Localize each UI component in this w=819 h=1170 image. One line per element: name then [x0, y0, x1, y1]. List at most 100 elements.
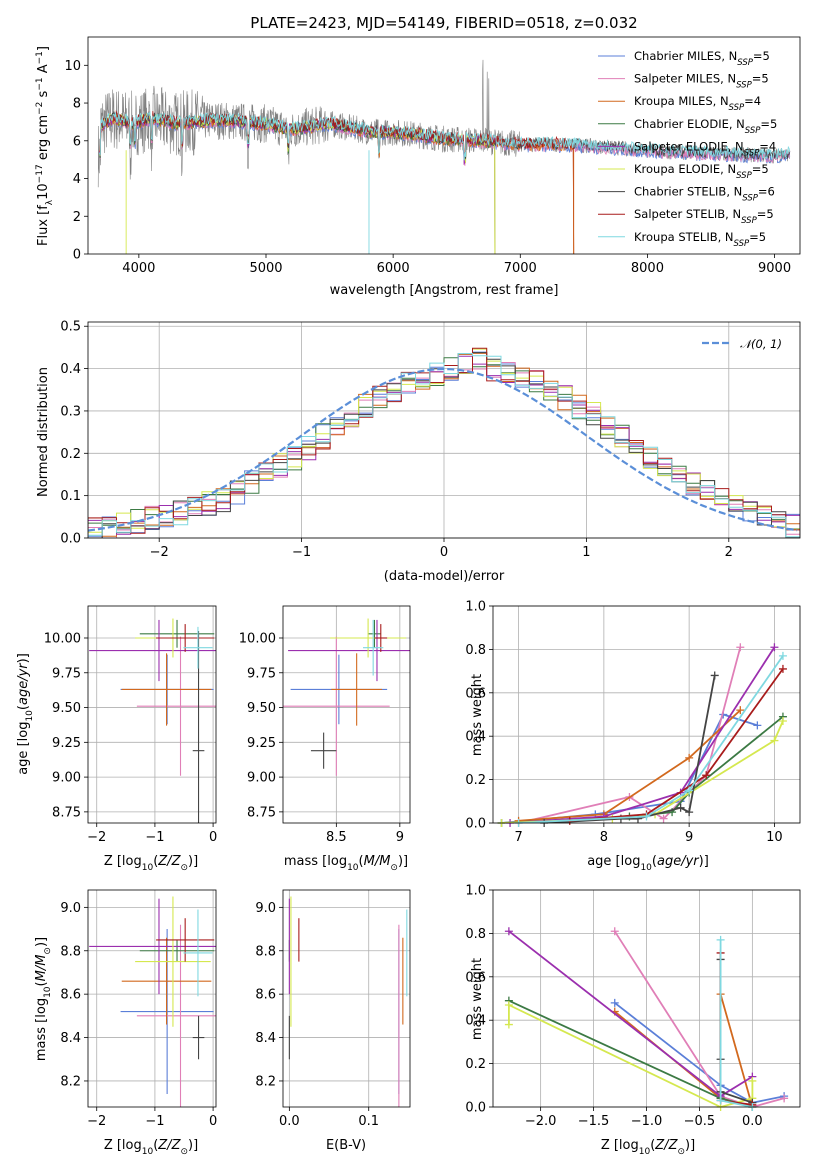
residual-x-tick-label: 1 [582, 545, 590, 560]
residual-x-tick-label: 2 [725, 545, 733, 560]
age-vs-mass-errorbar [288, 619, 410, 682]
mass-vs-metallicity-y-tick-label: 8.6 [60, 988, 81, 1003]
mass-weight-vs-age-point-marker [702, 771, 711, 780]
mass-vs-ebv-plot-area: 0.0 0.1 8.2 8.4 8.6 8.8 9.0 [255, 889, 411, 1129]
mass-weight-vs-metallicity-series-line [719, 952, 753, 1106]
mass-vs-ebv-y-tick-label: 8.4 [255, 1031, 276, 1046]
age-vs-metallicity-x-tick-label: −1 [145, 830, 164, 845]
mass-weight-vs-metallicity-y-tick-label: 1.0 [465, 884, 486, 899]
mass-vs-metallicity-y-tick-label: 9.0 [60, 901, 81, 916]
mass-weight-vs-age-x-tick-label: 9 [685, 830, 693, 845]
mass-vs-ebv-x-tick-label: 0.1 [358, 1114, 379, 1129]
mass-weight-vs-age-point-marker [753, 721, 762, 730]
residual-x-tick-label: 0 [440, 545, 448, 560]
mass-vs-ebv-x-tick-label: 0.0 [279, 1114, 300, 1129]
mass-weight-vs-age-point-marker [778, 717, 787, 726]
mass-vs-metallicity-errorbar [156, 918, 215, 962]
residual-y-tick-label: 0.5 [60, 320, 81, 335]
spectrum-y-tick-label: 0 [73, 248, 81, 263]
mass-vs-metallicity-y-tick-label: 8.8 [60, 944, 81, 959]
mass-vs-metallicity-frame [87, 889, 217, 1108]
mass-weight-vs-age-panel: 7 8 9 10 0.0 0.2 0.4 0.6 0.8 1.0 age [log10(age/y… [465, 600, 801, 873]
mass-weight-vs-age-y-tick-label: 1.0 [465, 600, 486, 615]
legend-label: 𝒩(0, 1) [740, 337, 782, 351]
mass-weight-vs-metallicity-point-marker [504, 927, 513, 936]
age-vs-mass-errorbar [331, 653, 383, 726]
mass-vs-metallicity-errorbar [120, 929, 214, 1094]
mass-weight-vs-age-y-tick-label: 0.4 [465, 730, 486, 745]
mass-weight-vs-age-x-tick-label: 8 [600, 830, 608, 845]
mass-vs-metallicity-errorbar [89, 898, 216, 995]
mass-vs-ebv-x-axis-label: E(B-V) [326, 1138, 366, 1153]
mass-weight-vs-metallicity-point-marker [610, 998, 619, 1007]
legend-label: Chabrier STELIB, NSSP=6 [634, 185, 775, 204]
residual-y-tick-label: 0.2 [60, 447, 81, 462]
mass-weight-vs-age-point-marker [685, 786, 694, 795]
mass-vs-metallicity-x-tick-label: −1 [145, 1114, 164, 1129]
spectrum-y-axis-label: Flux [fλ10−17 erg cm−2 s−1 A−1] [35, 46, 55, 246]
mass-weight-vs-age-y-tick-label: 0.8 [465, 643, 486, 658]
age-vs-mass-frame [282, 605, 411, 824]
residual-frame [87, 321, 801, 539]
mass-weight-vs-age-plot-area: 7 8 9 10 0.0 0.2 0.4 0.6 0.8 1.0 [465, 600, 801, 845]
mass-weight-vs-age-y-tick-label: 0.0 [465, 817, 486, 832]
spectrum-x-tick-label: 4000 [122, 261, 155, 276]
mass-weight-vs-metallicity-y-axis-label: mass weight [470, 958, 485, 1040]
age-vs-mass-y-tick-label: 9.00 [247, 771, 276, 786]
mass-weight-vs-age-x-tick-label: 10 [766, 830, 783, 845]
mass-weight-vs-age-point-marker [676, 803, 685, 812]
age-vs-mass-panel: 8.5 9 8.75 9.00 9.25 9.50 9.75 10.00 mass [log1… [239, 605, 411, 873]
mass-vs-metallicity-x-tick-label: −2 [87, 1114, 106, 1129]
age-vs-metallicity-errorbar [121, 653, 212, 726]
mass-weight-vs-metallicity-x-axis-label: Z [log10(Z/Z⊙)] [601, 1138, 695, 1157]
mass-vs-ebv-y-tick-label: 8.8 [255, 944, 276, 959]
mass-weight-vs-age-point-marker [778, 664, 787, 673]
spectrum-x-tick-label: 9000 [758, 261, 791, 276]
mass-weight-vs-metallicity-y-tick-label: 0.2 [465, 1057, 486, 1072]
residual-histogram-panel: −2 −1 0 1 2 0.0 0.1 0.2 0.3 0.4 0.5 𝒩(0, 1) (data-m… [36, 320, 801, 584]
age-vs-mass-x-tick-label: 9 [396, 830, 404, 845]
age-vs-mass-y-tick-label: 9.25 [247, 736, 276, 751]
age-vs-metallicity-y-tick-label: 10.00 [44, 631, 81, 646]
mass-weight-vs-age-point-marker [770, 736, 779, 745]
mass-vs-metallicity-errorbar [183, 909, 213, 997]
mass-weight-vs-age-x-tick-label: 7 [514, 830, 522, 845]
residual-histogram [88, 347, 800, 538]
model-spectrum-line [99, 110, 575, 254]
mass-weight-vs-age-point-marker [736, 706, 745, 715]
residual-y-tick-label: 0.3 [60, 404, 81, 419]
mass-vs-ebv-y-tick-label: 8.2 [255, 1074, 276, 1089]
age-vs-mass-errorbar [329, 618, 407, 658]
mass-vs-metallicity-errorbar [136, 924, 216, 1107]
spectrum-x-tick-label: 7000 [504, 261, 537, 276]
spectrum-panel: PLATE=2423, MJD=54149, FIBERID=0518, z=0… [35, 14, 801, 298]
mass-vs-metallicity-y-axis-label: mass [log10(M/M⊙)] [34, 937, 53, 1061]
mass-vs-metallicity-y-tick-label: 8.4 [60, 1031, 81, 1046]
mass-vs-metallicity-errorbar [192, 1015, 205, 1060]
residual-y-tick-label: 0.0 [60, 532, 81, 547]
spectrum-y-tick-label: 2 [73, 210, 81, 225]
mass-vs-metallicity-errorbar [135, 896, 211, 1027]
age-vs-metallicity-x-tick-label: −2 [87, 830, 106, 845]
mass-weight-vs-metallicity-x-tick-label: −2.0 [525, 1114, 557, 1129]
mass-weight-vs-metallicity-point-marker [504, 1001, 513, 1010]
residual-y-axis-label: Normed distribution [36, 367, 51, 497]
model-spectrum-line [99, 110, 791, 161]
residual-x-axis-label: (data-model)/error [384, 569, 505, 584]
age-vs-mass-x-tick-label: 8.5 [326, 830, 347, 845]
legend-label: Kroupa STELIB, NSSP=5 [634, 230, 766, 249]
legend-label: Salpeter STELIB, NSSP=5 [634, 207, 774, 226]
mass-weight-vs-age-series-line [510, 646, 776, 823]
mass-weight-vs-metallicity-series-line [719, 959, 753, 1104]
mass-weight-vs-metallicity-series-line [719, 939, 753, 1107]
age-vs-metallicity-errorbar [136, 636, 216, 776]
mass-weight-vs-metallicity-point-marker [610, 927, 619, 936]
mass-weight-vs-metallicity-plot-area: −2.0 −1.5 −1.0 −0.5 0.0 0.0 0.2 0.4 0.6 0.8 1.0 [465, 884, 801, 1129]
mass-weight-vs-age-point-marker [710, 671, 719, 680]
mass-weight-vs-age-point-marker [642, 812, 651, 821]
mass-weight-vs-metallicity-y-tick-label: 0.8 [465, 927, 486, 942]
mass-weight-vs-metallicity-x-tick-label: −0.5 [684, 1114, 716, 1129]
legend-label: Kroupa ELODIE, NSSP=5 [634, 162, 769, 181]
mass-weight-vs-age-point-marker [659, 814, 668, 823]
